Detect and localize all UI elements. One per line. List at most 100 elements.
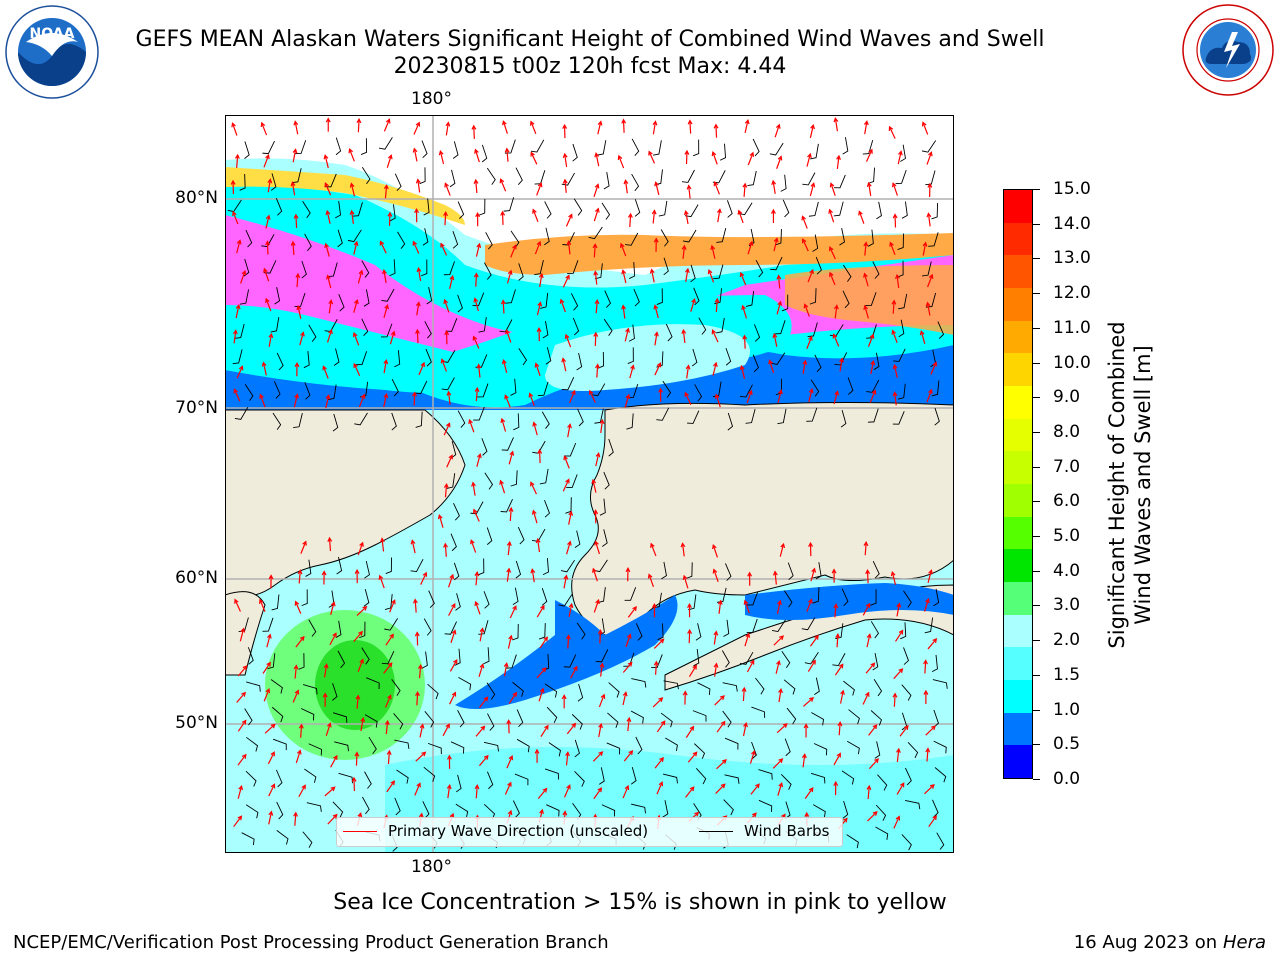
wind-barb bbox=[595, 649, 609, 663]
wind-barb bbox=[328, 384, 337, 401]
wave-arrow-head bbox=[389, 633, 394, 639]
wave-arrow-head bbox=[892, 692, 898, 698]
wind-barb bbox=[627, 347, 634, 365]
wave-direction-arrow bbox=[565, 334, 572, 348]
wind-barb bbox=[534, 259, 544, 276]
wind-barb bbox=[810, 143, 819, 160]
wind-barb bbox=[423, 198, 430, 216]
wave-direction-arrow bbox=[926, 748, 929, 762]
wave-arrow-head bbox=[445, 723, 450, 729]
wind-barb bbox=[424, 321, 432, 339]
wind-barb bbox=[334, 741, 349, 752]
wave-direction-arrow bbox=[622, 305, 626, 319]
colorbar-band bbox=[1004, 484, 1032, 517]
wave-direction-arrow bbox=[447, 785, 451, 799]
wind-barb bbox=[378, 137, 393, 150]
wind-barb bbox=[394, 739, 410, 749]
wave-arrow-head bbox=[778, 389, 783, 395]
wave-arrow-head bbox=[323, 663, 329, 669]
wave-direction-arrow bbox=[506, 148, 509, 162]
wave-arrow-head bbox=[566, 240, 572, 246]
wind-barb bbox=[724, 774, 740, 784]
wind-barb bbox=[332, 801, 344, 818]
wave-direction-arrow bbox=[650, 543, 657, 557]
wave-arrow-head bbox=[621, 269, 627, 275]
wave-direction-arrow bbox=[566, 541, 571, 555]
wave-arrow-head bbox=[563, 455, 568, 461]
wind-barb bbox=[936, 832, 945, 850]
wave-arrow-head bbox=[653, 304, 659, 310]
wind-barb bbox=[843, 680, 855, 696]
wave-direction-arrow bbox=[625, 634, 631, 648]
wind-barb bbox=[693, 649, 700, 667]
wave-direction-arrow bbox=[682, 245, 686, 259]
wind-barb bbox=[394, 173, 402, 192]
wave-arrow-head bbox=[892, 391, 898, 397]
wind-barb bbox=[478, 558, 485, 576]
wave-arrow-head bbox=[568, 602, 574, 609]
wave-arrow-head bbox=[899, 782, 905, 788]
wave-direction-arrow bbox=[357, 542, 364, 556]
wind-barb bbox=[452, 141, 459, 159]
wave-arrow-head bbox=[384, 304, 389, 310]
wave-arrow-head bbox=[236, 239, 242, 245]
wind-barb bbox=[542, 321, 549, 339]
wave-arrow-head bbox=[896, 602, 902, 608]
wave-direction-arrow bbox=[627, 718, 630, 732]
wave-arrow-head bbox=[265, 153, 270, 160]
wave-direction-arrow bbox=[358, 394, 365, 408]
wave-direction-arrow bbox=[712, 151, 718, 165]
wave-arrow-head bbox=[593, 331, 599, 337]
wind-barb bbox=[726, 200, 733, 218]
wave-arrow-head bbox=[499, 178, 505, 184]
wave-arrow-head bbox=[321, 570, 327, 576]
wind-barb bbox=[576, 352, 583, 371]
wave-arrow-head bbox=[328, 328, 333, 335]
wind-barb bbox=[505, 289, 516, 304]
wave-direction-arrow bbox=[325, 243, 330, 257]
wave-arrow-head bbox=[810, 182, 816, 188]
wave-arrow-head bbox=[348, 148, 354, 154]
wave-direction-arrow bbox=[807, 660, 816, 672]
wave-direction-arrow bbox=[568, 603, 573, 617]
wind-barb bbox=[262, 617, 274, 632]
wave-direction-arrow bbox=[322, 366, 329, 379]
wave-arrow-head bbox=[599, 418, 605, 425]
wave-arrow-head bbox=[420, 361, 426, 368]
wind-barb bbox=[651, 654, 663, 668]
wave-direction-arrow bbox=[473, 336, 480, 349]
wind-barb bbox=[304, 382, 311, 400]
wave-direction-arrow bbox=[235, 305, 240, 319]
wind-barb bbox=[897, 260, 904, 278]
wave-legend-line bbox=[343, 831, 377, 832]
wave-direction-arrow bbox=[807, 269, 814, 283]
wave-direction-arrow bbox=[475, 726, 485, 737]
wave-arrow-head bbox=[771, 179, 777, 185]
colorbar-band bbox=[1004, 582, 1032, 615]
wave-arrow-head bbox=[241, 270, 247, 276]
wind-barb bbox=[660, 229, 669, 247]
wind-barb bbox=[574, 739, 580, 758]
wave-direction-arrow bbox=[869, 390, 876, 403]
wave-direction-arrow bbox=[530, 482, 538, 495]
wind-barb bbox=[273, 381, 281, 399]
wave-arrow-head bbox=[621, 118, 627, 124]
wave-arrow-head bbox=[379, 240, 385, 246]
wave-direction-arrow bbox=[833, 753, 841, 766]
wave-direction-arrow bbox=[685, 786, 695, 798]
wind-barb bbox=[239, 173, 246, 191]
wave-arrow-head bbox=[292, 148, 298, 154]
wind-barb bbox=[541, 411, 550, 429]
wave-arrow-head bbox=[333, 754, 338, 760]
wind-barb bbox=[486, 682, 496, 700]
wave-direction-arrow bbox=[926, 152, 932, 165]
wave-direction-arrow bbox=[510, 245, 517, 258]
colorbar-tick-label: 6.0 bbox=[1053, 491, 1081, 512]
wave-arrow-head bbox=[647, 573, 653, 579]
wave-direction-arrow bbox=[533, 422, 538, 436]
wave-arrow-head bbox=[483, 754, 489, 760]
wind-barb bbox=[544, 683, 558, 698]
wave-arrow-head bbox=[358, 269, 364, 275]
wind-barb bbox=[608, 438, 614, 457]
wave-direction-arrow bbox=[475, 180, 478, 194]
